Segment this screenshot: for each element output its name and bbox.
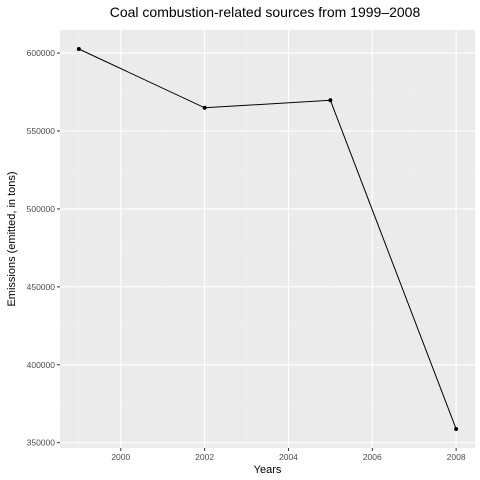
x-axis: 2000 2002 2004 2006 2008 (111, 448, 466, 462)
y-axis: 350000 400000 450000 500000 550000 600000 (27, 48, 60, 448)
plot-panel (60, 30, 475, 448)
y-tick-label: 550000 (27, 126, 56, 136)
y-tick-label: 400000 (27, 360, 56, 370)
x-axis-title: Years (254, 464, 282, 476)
x-tick-label: 2000 (111, 452, 130, 462)
data-point (454, 426, 459, 431)
data-point (76, 47, 81, 52)
data-point (202, 105, 207, 110)
chart-title: Coal combustion-related sources from 199… (110, 4, 421, 20)
x-tick-label: 2006 (363, 452, 382, 462)
y-tick-label: 500000 (27, 204, 56, 214)
data-series (76, 47, 459, 431)
y-tick-label: 600000 (27, 48, 56, 58)
major-gridlines (60, 30, 475, 448)
y-axis-title: Emissions (emitted, in tons) (6, 171, 18, 306)
x-tick-label: 2008 (447, 452, 466, 462)
data-point (328, 98, 333, 103)
series-line (78, 48, 457, 430)
y-tick-label: 350000 (27, 438, 56, 448)
y-tick-label: 450000 (27, 282, 56, 292)
x-tick-label: 2002 (195, 452, 214, 462)
x-tick-label: 2004 (279, 452, 298, 462)
